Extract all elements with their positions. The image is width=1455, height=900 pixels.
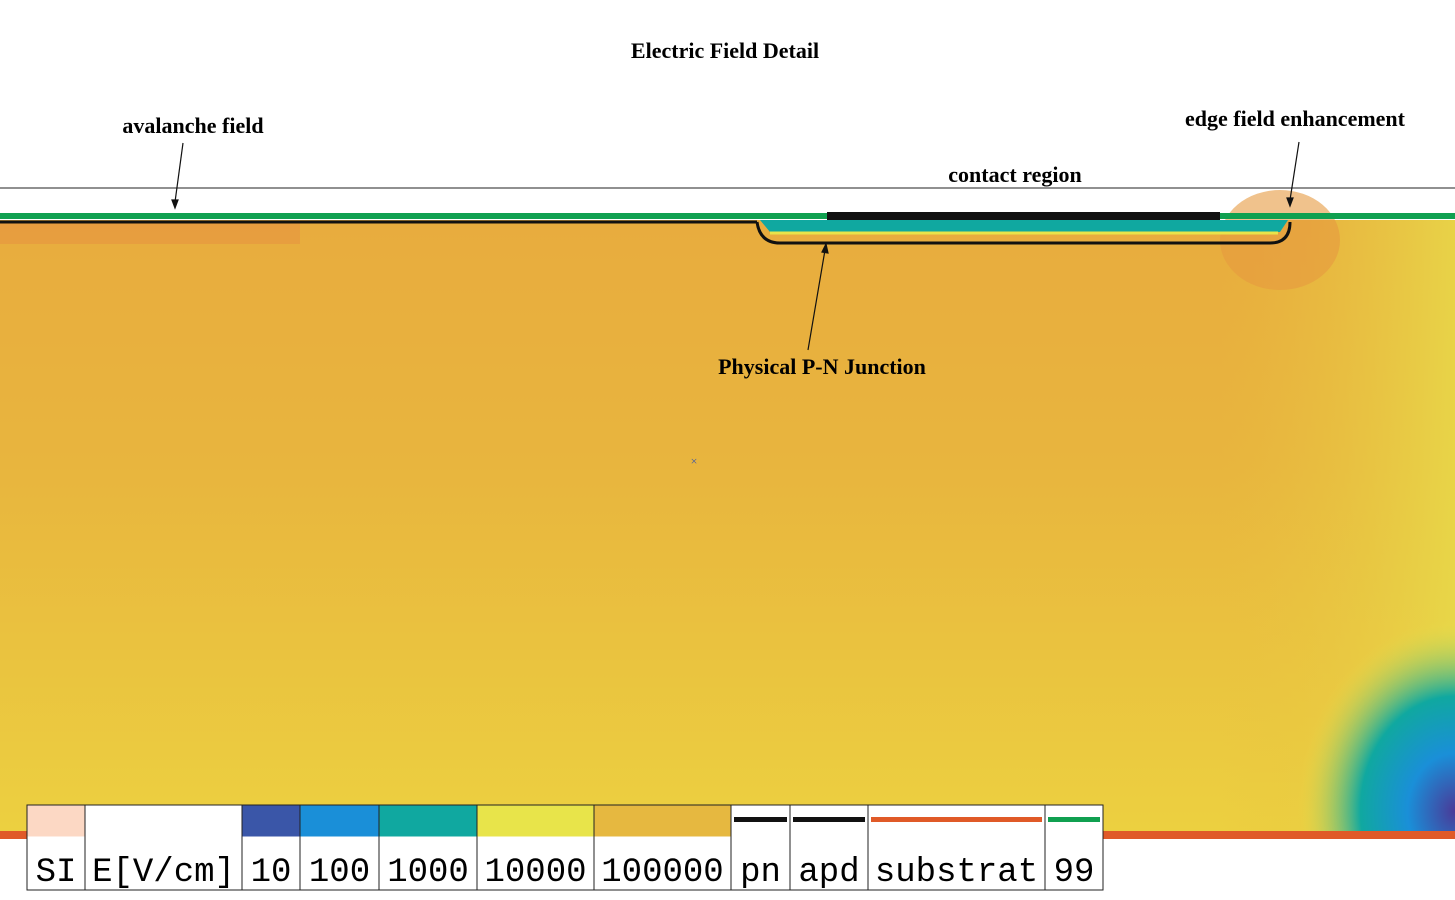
annotation: Physical P-N Junction <box>718 354 926 379</box>
legend-cell <box>84 804 243 891</box>
legend-label: 100000 <box>601 854 723 892</box>
legend-label: 10 <box>251 854 292 892</box>
contact <box>827 212 1220 220</box>
legend-label: E[V/cm] <box>92 854 235 892</box>
arrows <box>171 141 1300 351</box>
legend-swatch <box>793 817 865 822</box>
legend-swatch <box>734 817 787 822</box>
legend-label: 100 <box>309 854 370 892</box>
field-map <box>0 220 1455 832</box>
legend-swatch <box>379 805 477 837</box>
legend-swatch <box>1048 817 1100 822</box>
legend-label: substrat <box>875 854 1038 892</box>
legend-swatch <box>300 805 379 837</box>
legend-swatch <box>477 805 594 837</box>
green-layer <box>0 213 1455 219</box>
legend-label: 10000 <box>484 854 586 892</box>
contact-field <box>760 220 1288 232</box>
legend-label: pn <box>740 854 781 892</box>
avalanche-region <box>0 222 300 244</box>
legend-label: apd <box>798 854 859 892</box>
low-field-region <box>1280 620 1455 832</box>
legend-swatch <box>27 805 85 837</box>
legend-label: 1000 <box>387 854 469 892</box>
legend: SI E[V/cm] 10 100 1000 10000 100000 pn apd substr… <box>26 804 1104 892</box>
legend-label: SI <box>36 854 77 892</box>
annotation: edge field enhancement <box>1185 106 1406 131</box>
annotation: contact region <box>948 162 1081 187</box>
legend-swatch <box>871 817 1042 822</box>
legend-label: 99 <box>1054 854 1095 892</box>
marker: × <box>691 454 698 468</box>
legend-swatch <box>242 805 300 837</box>
annotation: avalanche field <box>122 113 263 138</box>
title: Electric Field Detail <box>631 38 819 63</box>
legend-swatch <box>594 805 731 837</box>
pn-junction <box>755 221 1292 245</box>
